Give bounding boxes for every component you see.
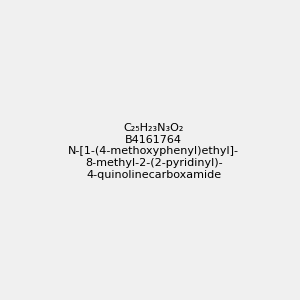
Text: C₂₅H₂₃N₃O₂
B4161764
N-[1-(4-methoxyphenyl)ethyl]-
8-methyl-2-(2-pyridinyl)-
4-qu: C₂₅H₂₃N₃O₂ B4161764 N-[1-(4-methoxypheny…: [68, 123, 239, 180]
